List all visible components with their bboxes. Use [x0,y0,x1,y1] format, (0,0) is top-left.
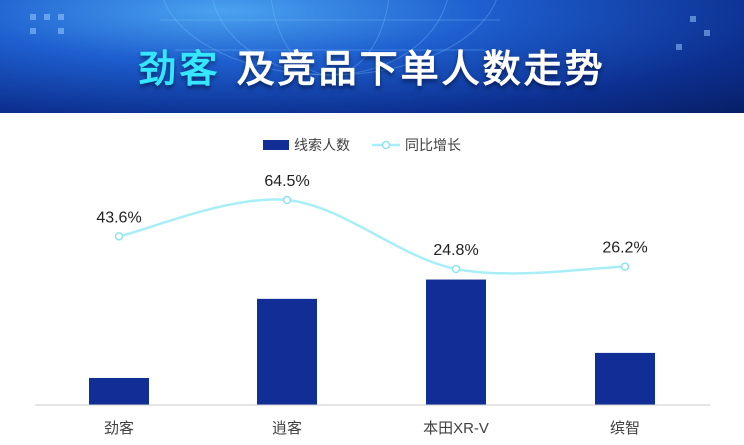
legend-line-label: 同比增长 [405,137,461,153]
x-tick-label: 缤智 [610,419,640,437]
title-highlight: 劲客 [138,47,221,91]
growth-point [451,264,461,274]
legend-bar-label: 线索人数 [294,137,350,153]
growth-line [118,198,626,275]
bar [426,279,486,405]
growth-data-label: 24.8% [433,242,478,259]
page-title: 劲客 及竞品下单人数走势 [0,38,744,93]
growth-data-label: 64.5% [264,173,309,190]
x-tick-label: 本田XR-V [423,420,489,437]
bar [257,298,317,405]
bar [89,377,149,405]
growth-data-label: 43.6% [96,209,141,226]
banner-background-graphic [30,0,710,76]
header-banner: 劲客 及竞品下单人数走势 [0,0,744,113]
legend-line-marker [381,140,391,150]
legend-bar-swatch [263,140,289,150]
growth-point [620,262,630,271]
x-tick-label: 逍客 [272,420,302,437]
x-tick-label: 劲客 [104,420,134,437]
growth-point [282,195,292,205]
bar [595,352,655,405]
chart-area: 线索人数 同比增长劲客 逍客 本田XR-V 缤智 43.6% 64.5% 24.8% 26.2% [0,113,744,440]
growth-point [114,232,124,241]
title-rest: 及竞品下单人数走势 [236,47,606,91]
growth-data-label: 26.2% [602,240,647,257]
